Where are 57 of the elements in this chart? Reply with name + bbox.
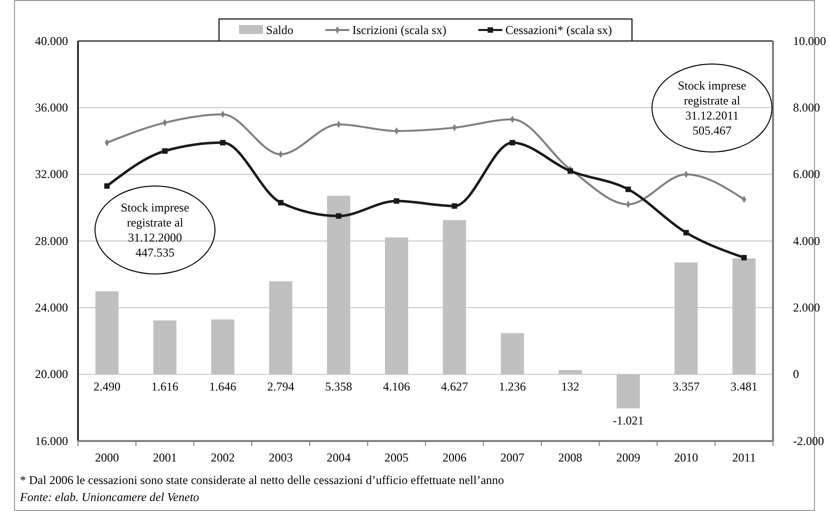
point	[683, 230, 689, 236]
y2-tick-label: 2.000	[793, 300, 820, 315]
x-tick-label: 2008	[558, 450, 582, 465]
y-tick-label: 32.000	[35, 167, 68, 182]
data-label: 4.627	[440, 379, 468, 394]
source-note: Fonte: elab. Unioncamere del Veneto	[19, 490, 200, 504]
y2-tick-label: 8.000	[793, 100, 820, 115]
annotation: Stock imprese registrate al 31.12.2000 447.535	[120, 200, 190, 260]
data-label: 2.794	[267, 379, 294, 394]
point	[452, 203, 458, 209]
point	[510, 140, 516, 146]
text: * Dal 2006 le cessazioni sono state considerate al netto delle cessazioni d’ufficio effettuate nell’anno	[20, 473, 504, 487]
y-tick-label: 36.000	[35, 100, 68, 115]
data-label: 1.616	[151, 379, 178, 394]
x-tick-label: 2005	[384, 450, 409, 465]
data-label: -1.021	[612, 413, 644, 428]
data-label: 132	[561, 379, 580, 394]
x-tick-label: 2004	[326, 450, 351, 465]
data-label: 1.646	[209, 379, 236, 394]
x-tick-label: 2000	[94, 450, 119, 465]
data-label: 1.236	[498, 379, 526, 394]
y-tick-label: 24.000	[35, 300, 68, 315]
y2-tick-label: 6.000	[793, 167, 820, 182]
y-tick-label: 28.000	[35, 234, 68, 248]
point	[568, 168, 574, 174]
x-tick-label: 2003	[268, 450, 293, 465]
point	[104, 183, 110, 189]
point	[278, 200, 284, 206]
x-tick-label: 2001	[152, 450, 177, 465]
x-tick-label: 2009	[616, 450, 640, 465]
x-tick-label: 2010	[674, 450, 698, 465]
point	[625, 186, 631, 192]
data-label: 4.106	[383, 379, 410, 394]
data-label: 3.481	[730, 379, 758, 394]
y2-tick-label: 0	[793, 367, 799, 382]
y-tick-label: 16.000	[35, 434, 68, 448]
y-tick-label: 40.000	[35, 34, 68, 48]
point	[162, 148, 168, 154]
data-label: 2.490	[93, 379, 120, 394]
data-label: 3.357	[672, 379, 700, 394]
y2-tick-label: 4.000	[793, 234, 820, 248]
point	[336, 213, 342, 219]
data-label: 5.358	[325, 379, 352, 394]
y2-tick-label: 10.000	[793, 34, 826, 48]
x-tick-label: 2006	[442, 450, 466, 465]
point	[394, 198, 400, 204]
y-tick-label: 20.000	[35, 367, 68, 382]
point	[741, 254, 747, 260]
x-tick-label: 2007	[500, 450, 524, 465]
y2-tick-label: -2.000	[793, 434, 824, 448]
legend-label: Saldo	[266, 23, 294, 37]
point	[220, 140, 226, 146]
x-tick-label: 2011	[732, 450, 756, 465]
annotation: Stock imprese registrate al 31.12.2011 505.467	[678, 78, 746, 138]
legend-label: Iscrizioni (scala sx)	[352, 23, 446, 37]
legend-label: Cessazioni* (scala sx)	[505, 23, 612, 37]
x-tick-label: 2002	[210, 450, 235, 465]
